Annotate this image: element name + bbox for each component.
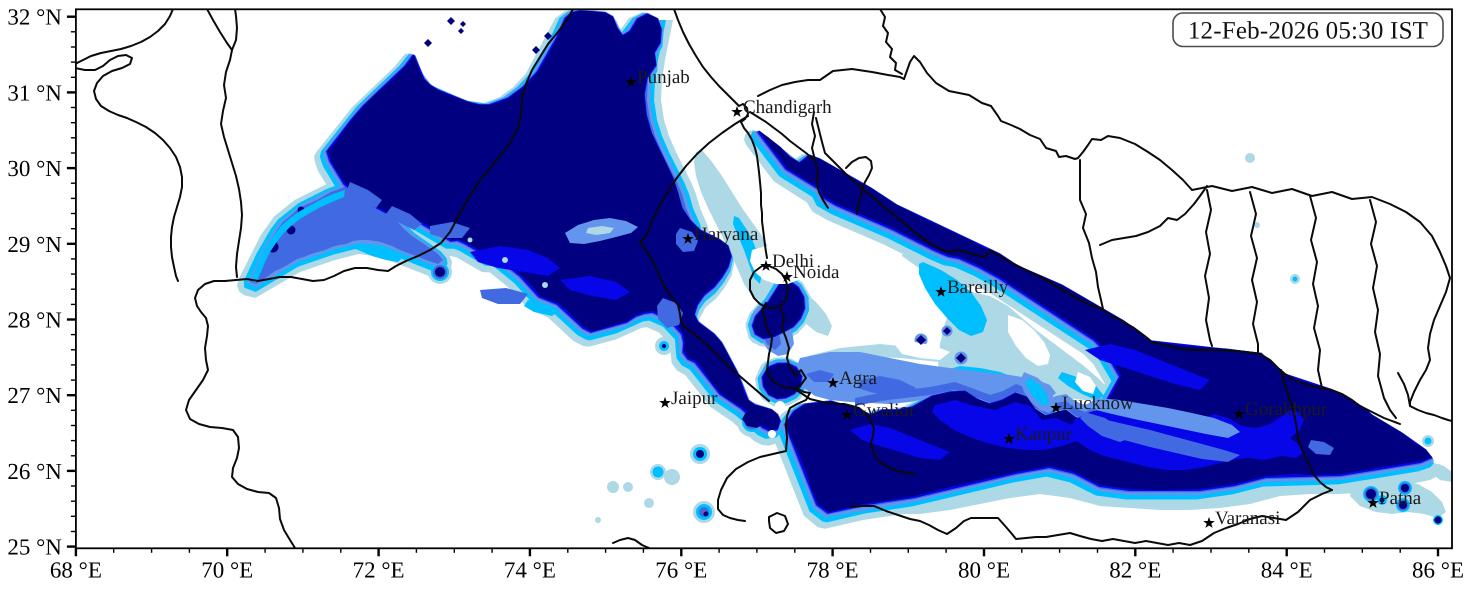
- svg-text:Bareilly: Bareilly: [947, 277, 1009, 298]
- svg-text:Gorakhpur: Gorakhpur: [1245, 399, 1328, 420]
- svg-text:Agra: Agra: [839, 368, 878, 389]
- svg-text:12-Feb-2026 05:30 IST: 12-Feb-2026 05:30 IST: [1188, 18, 1428, 45]
- svg-text:80 °E: 80 °E: [958, 557, 1010, 582]
- svg-text:Punjab: Punjab: [637, 67, 690, 88]
- svg-text:Chandigarh: Chandigarh: [743, 97, 832, 118]
- svg-text:Delhi: Delhi: [772, 251, 814, 272]
- svg-text:30 °N: 30 °N: [7, 156, 62, 181]
- svg-text:Noida: Noida: [793, 262, 840, 283]
- svg-text:86 °E: 86 °E: [1412, 557, 1464, 582]
- svg-text:31 °N: 31 °N: [7, 80, 62, 105]
- svg-text:Kanpur: Kanpur: [1015, 424, 1073, 445]
- svg-text:74 °E: 74 °E: [504, 557, 556, 582]
- svg-text:Gwalior: Gwalior: [853, 400, 916, 421]
- svg-text:70 °E: 70 °E: [201, 557, 253, 582]
- svg-text:82 °E: 82 °E: [1109, 557, 1161, 582]
- svg-text:26 °N: 26 °N: [7, 459, 62, 484]
- svg-text:84 °E: 84 °E: [1261, 557, 1313, 582]
- svg-text:28 °N: 28 °N: [7, 308, 62, 333]
- svg-text:32 °N: 32 °N: [7, 5, 62, 30]
- svg-text:Varanasi: Varanasi: [1215, 508, 1280, 529]
- svg-text:72 °E: 72 °E: [353, 557, 405, 582]
- svg-text:27 °N: 27 °N: [7, 383, 62, 408]
- svg-text:Haryana: Haryana: [694, 224, 759, 245]
- svg-text:Lucknow: Lucknow: [1062, 393, 1134, 414]
- svg-text:78 °E: 78 °E: [807, 557, 859, 582]
- svg-text:76 °E: 76 °E: [655, 557, 707, 582]
- svg-text:25 °N: 25 °N: [7, 535, 62, 560]
- svg-text:Jaipur: Jaipur: [671, 388, 718, 409]
- svg-text:Patna: Patna: [1379, 488, 1422, 509]
- svg-text:29 °N: 29 °N: [7, 232, 62, 257]
- svg-text:68 °E: 68 °E: [50, 557, 102, 582]
